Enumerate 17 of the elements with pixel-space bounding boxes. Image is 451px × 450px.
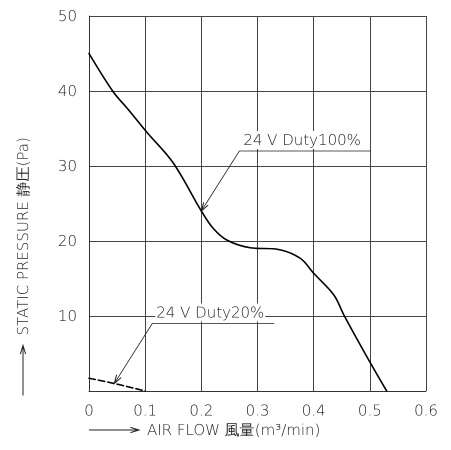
annotation: 24 V Duty20% xyxy=(156,304,264,322)
x-tick-label: 0.2 xyxy=(189,402,214,420)
y-tick-label: 30 xyxy=(58,157,77,175)
y-axis-title: STATIC PRESSURE 静圧(Pa) xyxy=(14,137,32,336)
x-tick-label: 0.6 xyxy=(414,402,438,420)
x-tick-label: 0 xyxy=(84,402,94,420)
x-tick-label: 0.4 xyxy=(302,402,326,420)
line-series xyxy=(88,52,388,392)
y-tick-label: 50 xyxy=(58,7,77,25)
x-tick-label: 0.3 xyxy=(246,402,270,420)
y-tick-label: 20 xyxy=(58,232,77,250)
y-tick-label: 10 xyxy=(58,307,77,325)
annotation: 24 V Duty100% xyxy=(243,131,361,149)
x-tick-label: 0.1 xyxy=(133,402,158,420)
x-axis-title: AIR FLOW 風量(m³/min) xyxy=(147,421,320,439)
x-tick-label: 0.5 xyxy=(358,402,382,420)
y-tick-label: 40 xyxy=(58,82,77,100)
